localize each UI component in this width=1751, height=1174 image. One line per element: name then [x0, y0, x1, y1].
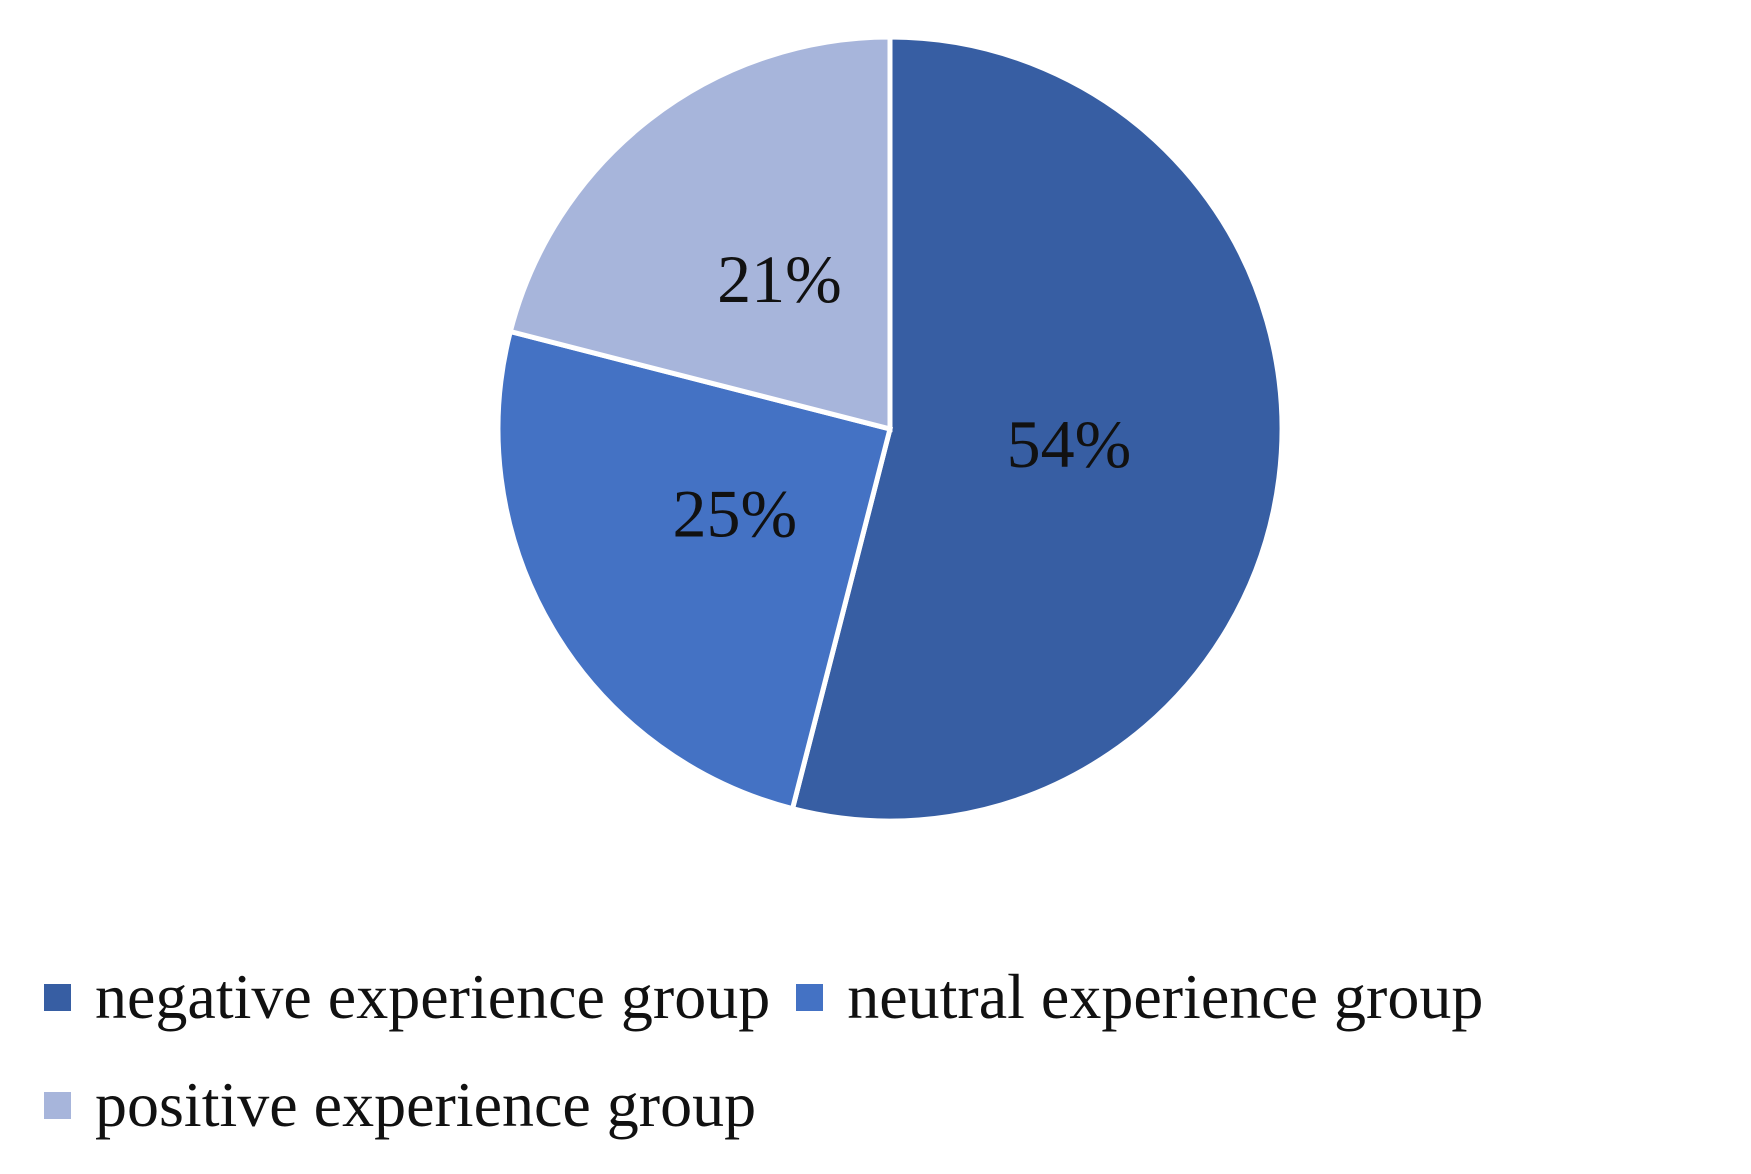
legend: negative experience group neutral experie…	[44, 955, 1744, 1147]
legend-swatch	[44, 1091, 71, 1119]
legend-label: negative experience group	[95, 961, 771, 1032]
legend-item: neutral experience group	[796, 955, 1483, 1039]
legend-label: positive experience group	[95, 1069, 757, 1140]
data-label: 25%	[672, 475, 797, 551]
legend-swatch	[796, 983, 824, 1011]
legend-label: neutral experience group	[847, 961, 1484, 1032]
legend-item: negative experience group	[44, 955, 770, 1039]
pie-slice	[789, 34, 1285, 824]
data-label: 21%	[717, 241, 842, 317]
data-label: 54%	[1007, 406, 1132, 482]
legend-swatch	[44, 983, 71, 1011]
pie-slice	[507, 34, 893, 433]
pie-slice	[495, 328, 894, 812]
legend-item: positive experience group	[44, 1063, 756, 1147]
chart: 54% 25% 21%	[495, 34, 1285, 824]
